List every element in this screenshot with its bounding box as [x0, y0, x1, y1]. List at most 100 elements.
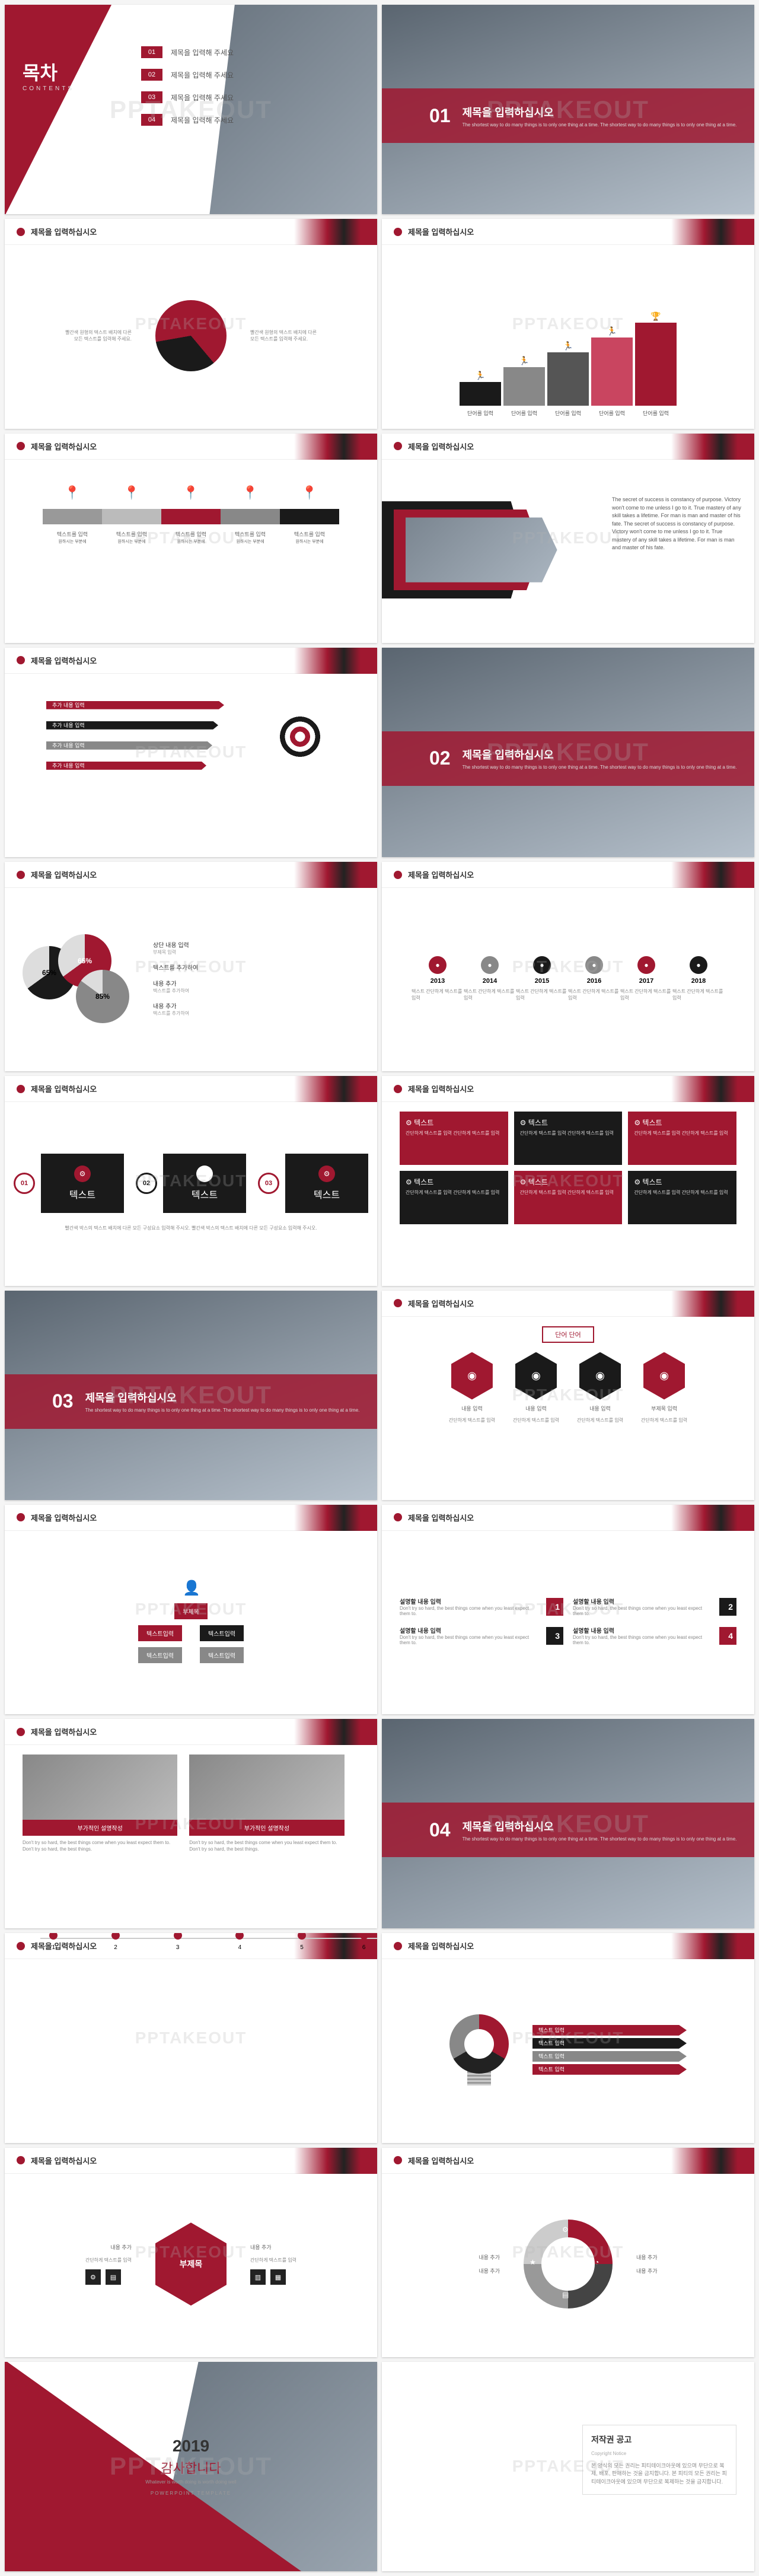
slide-header: 제목을 입력하십시오 — [5, 219, 377, 245]
section-sub: The shortest way to do many things is to… — [463, 122, 737, 128]
num-item: 설명할 내용 입력Don't try so hard, the best thi… — [573, 1597, 736, 1616]
header-dot — [17, 1513, 25, 1521]
pct-1: 65% — [42, 969, 56, 977]
year-label: 2017 — [639, 977, 653, 985]
dot-marker — [49, 1933, 58, 1940]
box-row: 01⚙텍스트02⚙텍스트03⚙텍스트 — [14, 1154, 368, 1213]
stage-num: 6 — [362, 1944, 366, 1951]
item-number: 04 — [141, 114, 162, 126]
org-box-3: 텍스트입력 — [138, 1647, 182, 1663]
year-icon: ● — [429, 956, 447, 974]
stripe-text: The secret of success is constancy of pu… — [612, 496, 742, 552]
stair-label: 단어를 입력 — [599, 409, 625, 417]
runner-icon: 🏆 — [650, 311, 661, 321]
icon-row-r: ▥▦ — [250, 2269, 296, 2285]
hex-item: ◉내용 입력간단하게 텍스트를 입력 — [513, 1352, 559, 1424]
card-icon: ⚙ — [196, 1166, 213, 1182]
slide-ring: 제목을 입력하십시오 내용 추가 내용 추가 ⚙ ◔ ▤ ★ 내용 추가 내용 … — [382, 2148, 754, 2357]
final-thanks: 감사합니다 — [145, 2458, 236, 2477]
side-item: 내용 추가텍스트를 추가하여 — [153, 979, 198, 994]
number-grid: 설명할 내용 입력Don't try so hard, the best thi… — [400, 1597, 736, 1645]
header-text: 제목을 입력하십시오 — [408, 1512, 474, 1523]
header-stripe — [671, 219, 754, 245]
org-box-2: 텍스트입력 — [200, 1625, 244, 1641]
year-item: ●2017텍스트 간단하게 텍스트를 입력 — [620, 956, 672, 1001]
doc-icon: ▤ — [562, 2291, 574, 2303]
year-item: ●2016텍스트 간단하게 텍스트를 입력 — [568, 956, 620, 1001]
pct-2: 65% — [78, 957, 92, 965]
pin-icon: 📍 — [183, 485, 199, 501]
cell-title: ⚙ 텍스트 — [634, 1177, 731, 1187]
header-stripe — [294, 219, 377, 245]
icon-row-l: ⚙▤ — [85, 2269, 132, 2285]
slide-header: 제목을 입력하십시오 — [5, 648, 377, 674]
cell-desc: 간단하게 텍스트를 입력 간단하게 텍스트를 입력 — [406, 1189, 502, 1196]
bulb-bar: 텍스트 입력 — [532, 2038, 687, 2049]
slide-section-02: 02 제목을 입력하십시오 The shortest way to do man… — [382, 648, 754, 857]
year-desc: 텍스트 간단하게 텍스트를 입력 — [568, 988, 620, 1001]
stair-step: 🏃단어를 입력 — [547, 341, 589, 417]
bulb-bar: 텍스트 입력 — [532, 2025, 687, 2036]
pie-side-list: 상단 내용 입력부제목 입력텍스트를 추가하여내용 추가텍스트를 추가하여내용 … — [153, 940, 198, 1017]
copyright-box: 저작권 공고 Copyright Notice 본 양식의 모든 권리는 피티테… — [582, 2425, 736, 2495]
card-label: 텍스트 — [314, 1187, 340, 1201]
header-dot — [394, 2156, 402, 2164]
num-square: 3 — [546, 1627, 563, 1645]
stair-label: 단어를 입력 — [467, 409, 493, 417]
year-icon: ● — [585, 956, 603, 974]
header-stripe — [671, 1505, 754, 1531]
runner-icon: 🏃 — [475, 371, 485, 381]
card-label: 텍스트 — [192, 1187, 218, 1201]
cell-desc: 간단하게 텍스트를 입력 간단하게 텍스트를 입력 — [520, 1189, 617, 1196]
header-text: 제목을 입력하십시오 — [31, 226, 97, 237]
slide-header: 제목을 입력하십시오 — [5, 862, 377, 888]
left-note: 빨간색 원형의 텍스트 배치에 다른 모든 텍스트를 입력해 주세요. — [60, 329, 132, 342]
header-stripe — [671, 2148, 754, 2174]
contents-title: 목차 CONTENTS — [23, 58, 74, 92]
content-area: 👤 부제목 텍스트입력 텍스트입력 텍스트입력 텍스트입력 — [23, 1540, 359, 1702]
header-dot — [17, 442, 25, 450]
num-title: 설명할 내용 입력 — [573, 1597, 713, 1606]
slide-header: 제목을 입력하십시오 — [5, 2148, 377, 2174]
item-number: 02 — [141, 69, 162, 81]
stair-step: 🏃단어를 입력 — [503, 356, 545, 417]
hex-row: ◉내용 입력간단하게 텍스트를 입력◉내용 입력간단하게 텍스트를 입력◉내용 … — [449, 1352, 687, 1424]
num-desc: Don't try so hard, the best things come … — [573, 1606, 713, 1616]
header-stripe — [671, 434, 754, 460]
section-number: 02 — [429, 747, 451, 769]
section-number: 04 — [429, 1819, 451, 1841]
dot-stage: 부제목간단하게 텍스트를 입력해 주세요1 — [23, 1933, 85, 1951]
item-text: 제목을 입력해 주세요 — [171, 115, 234, 125]
hex-item: ◉부제목 입력간단하게 텍스트를 입력 — [641, 1352, 687, 1424]
photo-desc: Don't try so hard, the best things come … — [23, 1839, 177, 1852]
segment-label: 텍스트를 입력원하시는 부분에 — [161, 530, 221, 545]
item-number: 03 — [141, 91, 162, 103]
photo-placeholder — [23, 1755, 177, 1820]
header-stripe — [294, 1719, 377, 1745]
pie-chart — [155, 300, 227, 371]
watermark: PPTAKEOUT — [135, 2029, 247, 2048]
year-item: ●2014텍스트 간단하게 텍스트를 입력 — [464, 956, 516, 1001]
num-text-block: 설명할 내용 입력Don't try so hard, the best thi… — [573, 1597, 713, 1616]
timeline-segment: 📍텍스트를 입력원하시는 부분에 — [161, 509, 221, 524]
slide-pie: 제목을 입력하십시오 빨간색 원형의 텍스트 배치에 다른 모든 텍스트를 입력… — [5, 219, 377, 428]
header-dot — [394, 442, 402, 450]
pin-icon: 📍 — [64, 485, 80, 501]
hex-sub: 간단하게 텍스트를 입력 — [513, 1417, 559, 1424]
section-title: 제목을 입력하십시오 — [85, 1392, 177, 1404]
segment-label: 텍스트를 입력원하시는 부분에 — [280, 530, 339, 545]
stripe-graphic — [382, 469, 586, 631]
section-number: 01 — [429, 105, 451, 127]
ring-chart: ⚙ ◔ ▤ ★ — [524, 2220, 613, 2308]
hex-sub: 간단하게 텍스트를 입력 — [449, 1417, 495, 1424]
year-label: 2018 — [691, 977, 706, 985]
num-title: 설명할 내용 입력 — [573, 1626, 713, 1635]
copyright-body: 본 양식의 모든 권리는 피티테이크아웃에 있으며 무단으로 복제, 배포, 판… — [591, 2462, 728, 2486]
slide-section-03: 03 제목을 입력하십시오 The shortest way to do man… — [5, 1291, 377, 1500]
num-text-block: 설명할 내용 입력Don't try so hard, the best thi… — [573, 1626, 713, 1645]
year-desc: 텍스트 간단하게 텍스트를 입력 — [464, 988, 516, 1001]
slide-header: 제목을 입력하십시오 — [5, 1505, 377, 1531]
section-sub: The shortest way to do many things is to… — [463, 1836, 737, 1842]
header-text: 제목을 입력하십시오 — [408, 1940, 474, 1951]
cell-title: ⚙ 텍스트 — [406, 1177, 502, 1187]
